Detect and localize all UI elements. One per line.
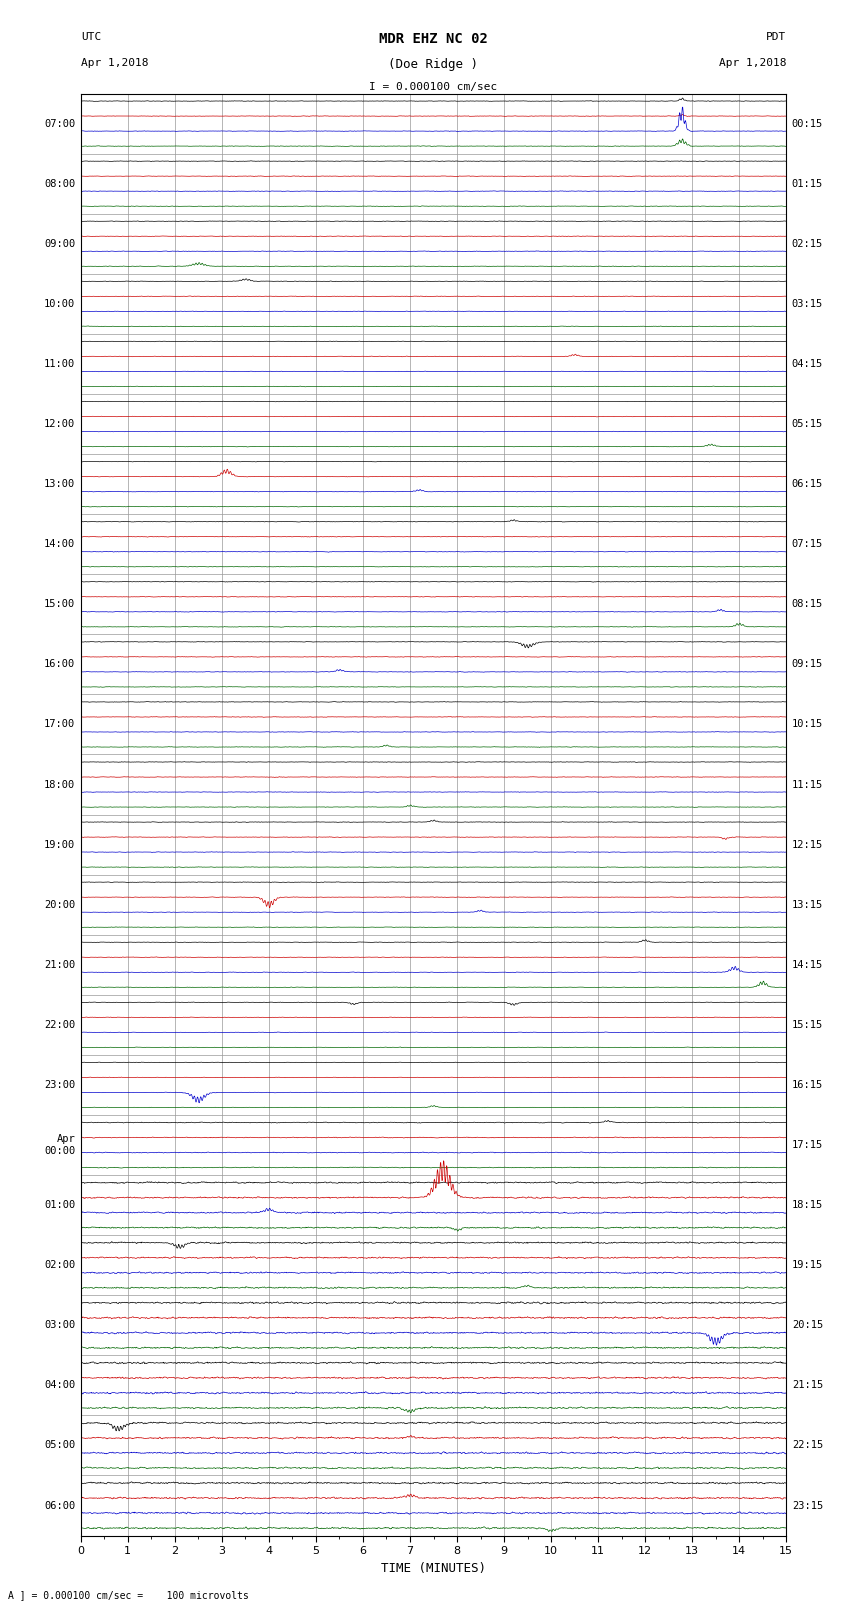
Text: I = 0.000100 cm/sec: I = 0.000100 cm/sec <box>370 82 497 92</box>
Text: (Doe Ridge ): (Doe Ridge ) <box>388 58 479 71</box>
Text: Apr 1,2018: Apr 1,2018 <box>719 58 786 68</box>
Text: PDT: PDT <box>766 32 786 42</box>
X-axis label: TIME (MINUTES): TIME (MINUTES) <box>381 1561 486 1574</box>
Text: MDR EHZ NC 02: MDR EHZ NC 02 <box>379 32 488 47</box>
Text: A ] = 0.000100 cm/sec =    100 microvolts: A ] = 0.000100 cm/sec = 100 microvolts <box>8 1590 249 1600</box>
Text: Apr 1,2018: Apr 1,2018 <box>81 58 148 68</box>
Text: UTC: UTC <box>81 32 101 42</box>
